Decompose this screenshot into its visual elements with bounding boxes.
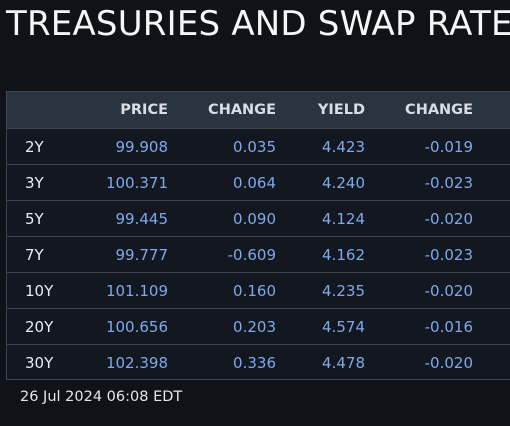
header-price-change: CHANGE	[208, 102, 276, 118]
table-row: 3Y 100.371 0.064 4.240 -0.023	[7, 164, 510, 200]
yield-value: 4.235	[322, 282, 365, 300]
yield-change-value: -0.020	[424, 354, 473, 372]
yield-change-value: -0.023	[424, 174, 473, 192]
tenor-label: 20Y	[25, 318, 54, 336]
table-row: 5Y 99.445 0.090 4.124 -0.020	[7, 200, 510, 236]
price-change-value: 0.203	[233, 318, 276, 336]
header-price: PRICE	[120, 102, 168, 118]
yield-value: 4.240	[322, 174, 365, 192]
header-yield-change: CHANGE	[405, 102, 473, 118]
tenor-label: 2Y	[25, 138, 44, 156]
price-change-value: 0.035	[233, 138, 276, 156]
yield-change-value: -0.016	[424, 318, 473, 336]
table-row: 30Y 102.398 0.336 4.478 -0.020	[7, 344, 510, 380]
yield-change-value: -0.020	[424, 210, 473, 228]
tenor-label: 3Y	[25, 174, 44, 192]
table-header-row: PRICE CHANGE YIELD CHANGE	[7, 92, 510, 128]
yield-value: 4.124	[322, 210, 365, 228]
yield-change-value: -0.020	[424, 282, 473, 300]
price-value: 101.109	[105, 282, 168, 300]
price-change-value: -0.609	[227, 246, 276, 264]
yield-value: 4.478	[322, 354, 365, 372]
price-change-value: 0.090	[233, 210, 276, 228]
yield-value: 4.574	[322, 318, 365, 336]
price-change-value: 0.064	[233, 174, 276, 192]
yield-value: 4.162	[322, 246, 365, 264]
page-title: TREASURIES AND SWAP RATE	[6, 4, 510, 44]
price-value: 99.908	[115, 138, 169, 156]
timestamp: 26 Jul 2024 06:08 EDT	[20, 389, 183, 405]
price-value: 102.398	[105, 354, 168, 372]
price-value: 100.656	[105, 318, 168, 336]
tenor-label: 30Y	[25, 354, 54, 372]
table-row: 2Y 99.908 0.035 4.423 -0.019	[7, 128, 510, 164]
tenor-label: 10Y	[25, 282, 54, 300]
tenor-label: 5Y	[25, 210, 44, 228]
yield-value: 4.423	[322, 138, 365, 156]
table-row: 20Y 100.656 0.203 4.574 -0.016	[7, 308, 510, 344]
yield-change-value: -0.019	[424, 138, 473, 156]
header-yield: YIELD	[317, 102, 365, 118]
price-change-value: 0.160	[233, 282, 276, 300]
price-change-value: 0.336	[233, 354, 276, 372]
price-value: 99.777	[115, 246, 169, 264]
price-value: 100.371	[105, 174, 168, 192]
rates-table: PRICE CHANGE YIELD CHANGE 2Y 99.908 0.03…	[6, 91, 510, 380]
tenor-label: 7Y	[25, 246, 44, 264]
table-row: 10Y 101.109 0.160 4.235 -0.020	[7, 272, 510, 308]
price-value: 99.445	[115, 210, 169, 228]
table-row: 7Y 99.777 -0.609 4.162 -0.023	[7, 236, 510, 272]
yield-change-value: -0.023	[424, 246, 473, 264]
